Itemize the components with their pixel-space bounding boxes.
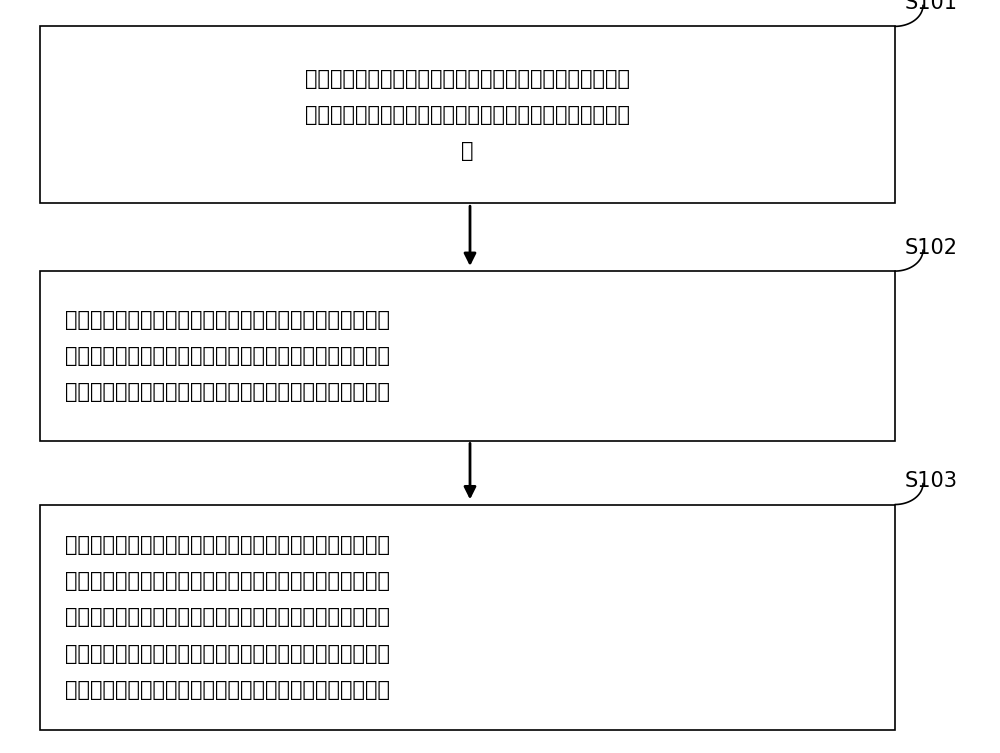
Text: 的待修正标注结果，则采用预设方式对各个待修正标注结果: 的待修正标注结果，则采用预设方式对各个待修正标注结果 [65, 346, 390, 366]
FancyBboxPatch shape [40, 271, 895, 441]
Text: 预测模型输出的各个待标注数据的标注结果均满足标注要求: 预测模型输出的各个待标注数据的标注结果均满足标注要求 [65, 680, 390, 700]
Text: S101: S101 [905, 0, 958, 13]
FancyBboxPatch shape [40, 505, 895, 730]
Text: S103: S103 [905, 471, 958, 491]
FancyBboxPatch shape [40, 26, 895, 203]
Text: 将各个待标注数据输入至当前更新周期的预测模型中；通过: 将各个待标注数据输入至当前更新周期的预测模型中；通过 [305, 69, 630, 89]
Text: 进行修正，获取到各个待修正标注结果对应的修正标注结果: 进行修正，获取到各个待修正标注结果对应的修正标注结果 [65, 382, 390, 402]
Text: 为当前更新周期，重复执行上述操作，直到当前更新周期的: 为当前更新周期，重复执行上述操作，直到当前更新周期的 [65, 644, 390, 663]
Text: 当前更新周期的预测模型输出各个待标注数据对应的标注结: 当前更新周期的预测模型输出各个待标注数据对应的标注结 [305, 105, 630, 125]
Text: 基于当前更新周期的预测模型，使用各个修正标注结果训练: 基于当前更新周期的预测模型，使用各个修正标注结果训练 [65, 535, 390, 555]
Text: S102: S102 [905, 237, 958, 258]
Text: 果: 果 [461, 141, 474, 161]
Text: 模型替换掉当前更新周期的预测模型，将下一个更新周期作: 模型替换掉当前更新周期的预测模型，将下一个更新周期作 [65, 608, 390, 627]
Text: 出下一个更新周期的预测模型，并将下一个更新周期的预测: 出下一个更新周期的预测模型，并将下一个更新周期的预测 [65, 572, 390, 591]
Text: 若当前更新周期内获取到的标注结果中存在不满足标注要求: 若当前更新周期内获取到的标注结果中存在不满足标注要求 [65, 309, 390, 330]
